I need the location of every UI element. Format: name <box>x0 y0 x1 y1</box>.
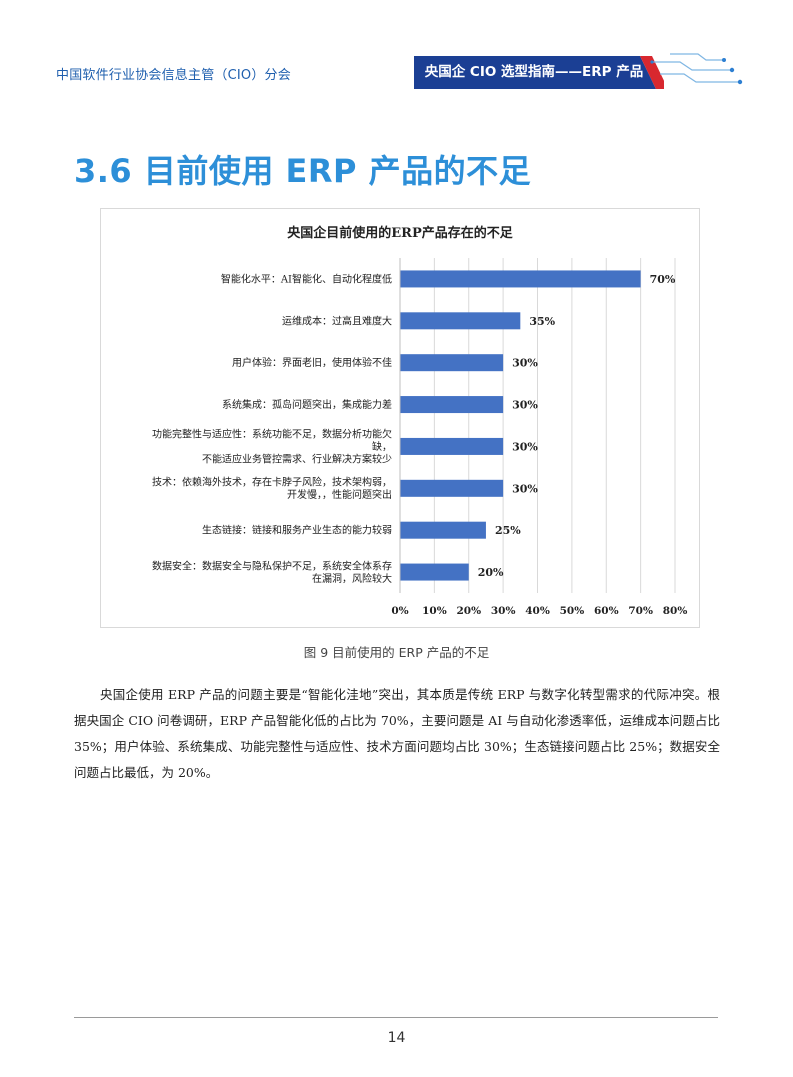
data-label: 35% <box>529 315 555 328</box>
x-tick-label: 0% <box>391 605 408 617</box>
bar-chart: 央国企目前使用的ERP产品存在的不足 0% 10% 20% 30% 40% 50% 60% 70… <box>100 208 700 628</box>
data-label: 70% <box>650 273 676 286</box>
category-label: 不能适应业务管控需求、行业解决方案较少 <box>202 452 392 465</box>
x-tick-label: 40% <box>525 605 550 617</box>
data-label: 30% <box>512 482 538 495</box>
data-label: 20% <box>478 566 504 579</box>
x-tick-label: 50% <box>560 605 585 617</box>
section-title: 3.6 目前使用 ERP 产品的不足 <box>74 152 532 190</box>
footer-divider <box>74 1017 718 1018</box>
category-label: 系统集成：孤岛问题突出，集成能力差 <box>222 398 392 411</box>
category-label: 在漏洞，风险较大 <box>312 572 392 585</box>
category-label: 数据安全：数据安全与隐私保护不足，系统安全体系存 <box>152 559 392 572</box>
category-label: 生态链接：链接和服务产业生态的能力较弱 <box>202 524 392 537</box>
header-banner: 央国企 CIO 选型指南——ERP 产品 <box>414 56 664 89</box>
bar <box>400 270 641 288</box>
data-label: 30% <box>512 357 538 370</box>
chart-frame <box>100 208 700 628</box>
banner-shape <box>414 56 664 89</box>
figure-caption: 图 9 目前使用的 ERP 产品的不足 <box>303 645 490 660</box>
category-label: 缺， <box>372 440 392 453</box>
data-label: 25% <box>495 524 521 537</box>
x-tick-label: 70% <box>628 605 653 617</box>
bar <box>400 396 504 414</box>
page-number: 14 <box>387 1030 406 1046</box>
x-tick-label: 20% <box>456 605 481 617</box>
data-label: 30% <box>512 399 538 412</box>
chart-title: 央国企目前使用的ERP产品存在的不足 <box>287 225 513 241</box>
x-tick-label: 30% <box>491 605 516 617</box>
category-label: 技术：依赖海外技术，存在卡脖子风险，技术架构弱， <box>152 476 392 489</box>
bar <box>400 437 504 455</box>
bar <box>400 312 521 330</box>
bar <box>400 521 486 539</box>
body-paragraph: 央国企使用 ERP 产品的问题主要是“智能化洼地”突出，其本质是传统 ERP 与… <box>74 687 720 780</box>
x-tick-label: 10% <box>422 605 447 617</box>
data-label: 30% <box>512 440 538 453</box>
bar <box>400 563 469 581</box>
category-label: 运维成本：过高且难度大 <box>282 314 392 327</box>
category-label: 智能化水平：AI智能化、自动化程度低 <box>221 272 392 285</box>
bar <box>400 354 504 372</box>
x-tick-label: 60% <box>594 605 619 617</box>
category-label: 用户体验：界面老旧，使用体验不佳 <box>232 356 392 369</box>
circuit-decoration-icon <box>650 53 743 85</box>
guide-title: 央国企 CIO 选型指南——ERP 产品 <box>424 64 644 80</box>
header-organization: 中国软件行业协会信息主管（CIO）分会 <box>56 68 291 83</box>
category-label: 功能完整性与适应性：系统功能不足，数据分析功能欠 <box>152 427 392 440</box>
x-tick-label: 80% <box>663 605 688 617</box>
category-label: 开发慢，，性能问题突出 <box>287 488 392 501</box>
bar <box>400 479 504 497</box>
